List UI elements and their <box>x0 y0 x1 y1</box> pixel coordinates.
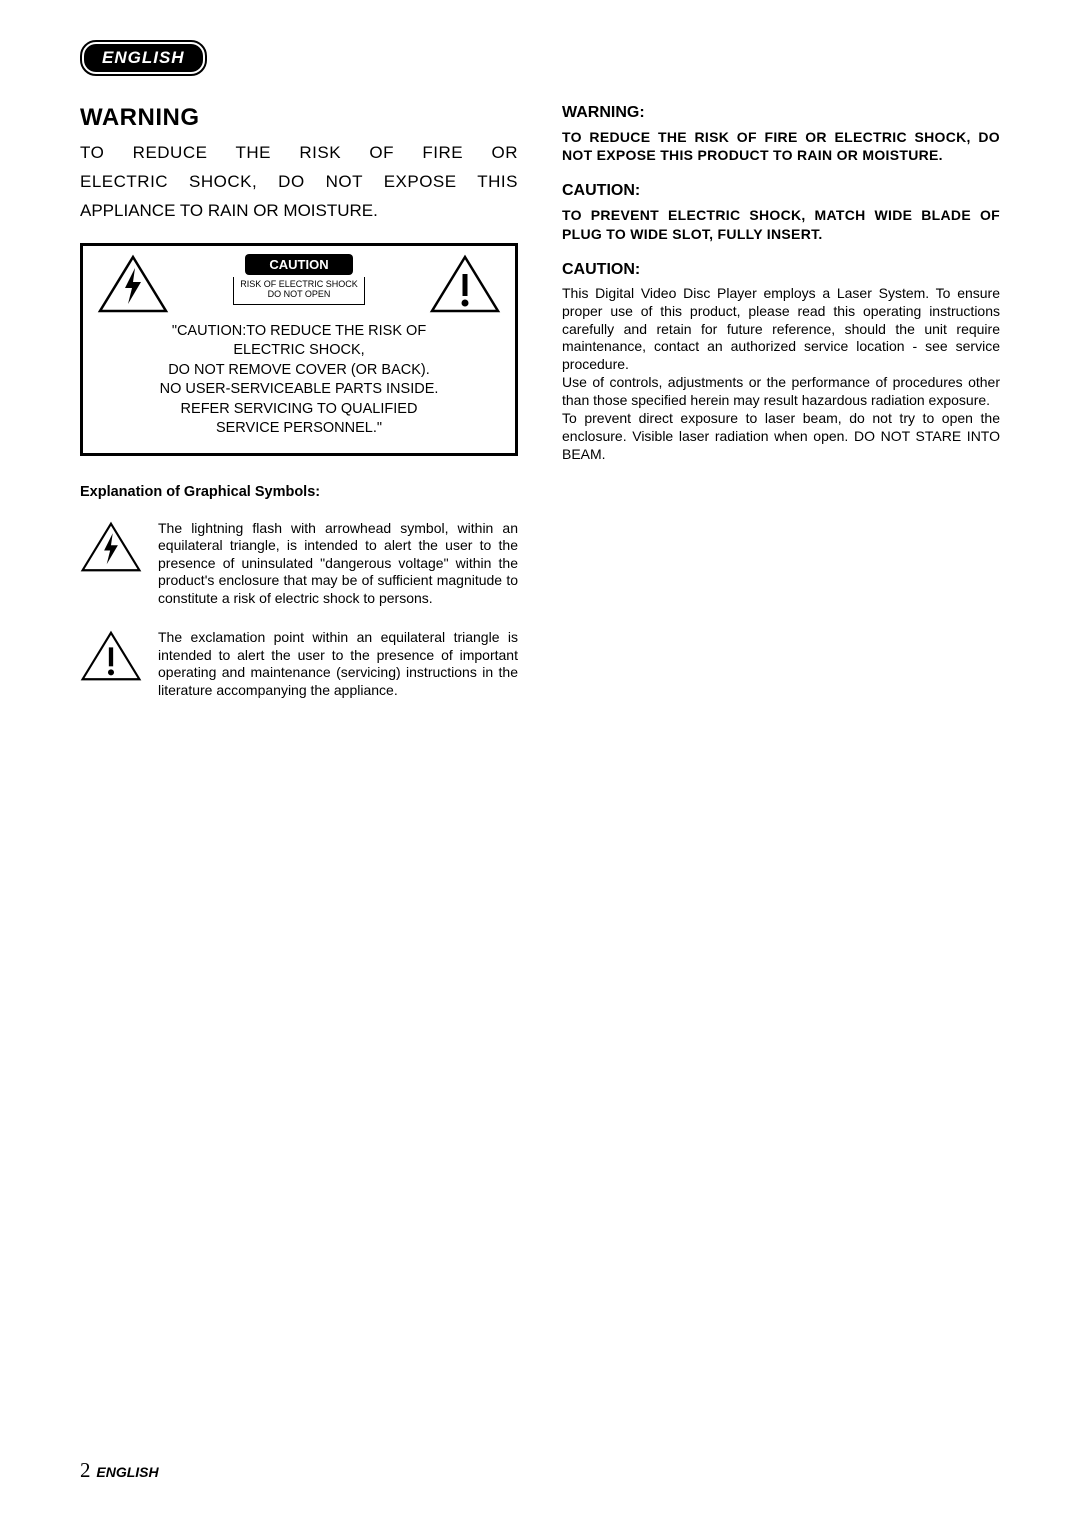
right-caution1-title: CAUTION: <box>562 182 1000 200</box>
caution2-p3: Use of controls, adjustments or the perf… <box>562 374 1000 408</box>
warning-title: WARNING <box>80 104 518 132</box>
page-number: 2 <box>80 1458 91 1482</box>
caution-box-body: "CAUTION:TO REDUCE THE RISK OF ELECTRIC … <box>97 322 501 439</box>
left-column: WARNING TO REDUCE THE RISK OF FIRE OR EL… <box>80 104 518 721</box>
right-caution1-text: TO PREVENT ELECTRIC SHOCK, MATCH WIDE BL… <box>562 206 1000 242</box>
page-footer: 2 ENGLISH <box>80 1458 159 1483</box>
warning-lead-line: ELECTRIC SHOCK, DO NOT EXPOSE THIS <box>80 171 518 192</box>
caution-sublabel: RISK OF ELECTRIC SHOCK DO NOT OPEN <box>233 277 365 306</box>
exclamation-triangle-icon <box>429 254 501 314</box>
caution-box-header: CAUTION RISK OF ELECTRIC SHOCK DO NOT OP… <box>97 254 501 314</box>
warning-lead-line: TO REDUCE THE RISK OF FIRE OR <box>80 142 518 163</box>
caution-body-line: "CAUTION:TO REDUCE THE RISK OF <box>172 323 426 339</box>
warning-lead: TO REDUCE THE RISK OF FIRE OR ELECTRIC S… <box>80 142 518 221</box>
caution-body-line: REFER SERVICING TO QUALIFIED <box>181 401 418 417</box>
caution-body-line: ELECTRIC SHOCK, <box>233 342 364 358</box>
lightning-triangle-icon <box>97 254 169 314</box>
symbol-row-lightning: The lightning flash with arrowhead symbo… <box>80 520 518 608</box>
caution-sub-line2: DO NOT OPEN <box>268 289 331 299</box>
caution-box: CAUTION RISK OF ELECTRIC SHOCK DO NOT OP… <box>80 243 518 456</box>
caution2-p4: To prevent direct exposure to laser beam… <box>562 410 1000 462</box>
right-warning-title: WARNING: <box>562 104 1000 122</box>
symbol-exclamation-text: The exclamation point within an equilate… <box>158 629 518 699</box>
caution-body-line: NO USER-SERVICEABLE PARTS INSIDE. <box>160 381 439 397</box>
symbol-lightning-text: The lightning flash with arrowhead symbo… <box>158 520 518 608</box>
right-caution2-body: This Digital Video Disc Player employs a… <box>562 285 1000 464</box>
warning-lead-line: APPLIANCE TO RAIN OR MOISTURE. <box>80 201 518 221</box>
explanation-title: Explanation of Graphical Symbols: <box>80 484 518 500</box>
content-columns: WARNING TO REDUCE THE RISK OF FIRE OR EL… <box>80 104 1000 721</box>
lightning-triangle-icon <box>80 520 142 574</box>
exclamation-triangle-icon <box>80 629 142 683</box>
language-badge-label: ENGLISH <box>84 44 203 72</box>
right-column: WARNING: TO REDUCE THE RISK OF FIRE OR E… <box>562 104 1000 721</box>
language-badge: ENGLISH <box>80 40 207 76</box>
document-page: ENGLISH WARNING TO REDUCE THE RISK OF FI… <box>0 0 1080 1523</box>
symbol-row-exclamation: The exclamation point within an equilate… <box>80 629 518 699</box>
caution-label-block: CAUTION RISK OF ELECTRIC SHOCK DO NOT OP… <box>175 254 423 306</box>
caution-pill: CAUTION <box>245 254 352 275</box>
caution-body-line: SERVICE PERSONNEL." <box>216 420 382 436</box>
right-caution2-title: CAUTION: <box>562 261 1000 279</box>
right-warning-text: TO REDUCE THE RISK OF FIRE OR ELECTRIC S… <box>562 128 1000 164</box>
caution-body-line: DO NOT REMOVE COVER (OR BACK). <box>168 362 430 378</box>
caution2-p1: This Digital Video Disc Player employs a… <box>562 285 929 301</box>
caution-sub-line1: RISK OF ELECTRIC SHOCK <box>240 279 358 289</box>
footer-label: ENGLISH <box>96 1464 158 1480</box>
